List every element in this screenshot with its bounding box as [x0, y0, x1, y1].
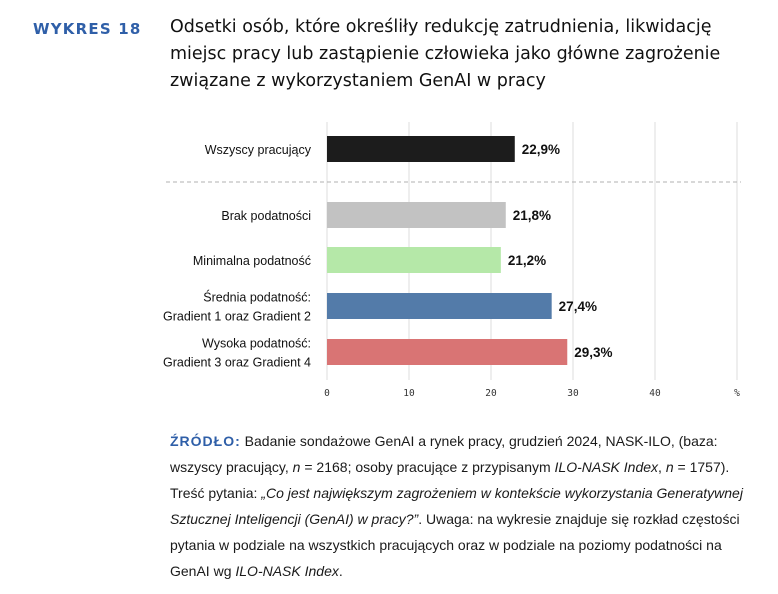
x-tick-label: 40 — [649, 388, 661, 399]
source-index-2: ILO-NASK Index — [235, 563, 339, 579]
source-n1-rest: = 2168; osoby pracujące z przypisanym — [300, 459, 555, 475]
bar-value-label: 22,9% — [522, 142, 560, 157]
source-index-1: ILO-NASK Index — [554, 459, 659, 475]
category-label-line: Minimalna podatność — [193, 254, 311, 268]
x-tick-label: 20 — [485, 388, 497, 399]
category-label-line: Wysoka podatność: — [202, 337, 311, 351]
bar-chart: 22,9% Wszyscy pracujący 21,8% Brak podatnoś… — [163, 122, 741, 399]
source-label: ŹRÓDŁO: — [170, 433, 241, 449]
source-end: . — [338, 563, 343, 579]
category-label: Brak podatności — [221, 209, 311, 223]
bar — [327, 136, 515, 162]
figure-title: Odsetki osób, które określiły redukcję z… — [170, 17, 721, 91]
bar-value-label: 21,8% — [513, 208, 551, 223]
source-note-text: . Uwaga: na wykresie znajduje się rozkła… — [170, 511, 740, 579]
x-tick-label: 0 — [324, 388, 330, 399]
category-label: Wysoka podatność: Gradient 3 oraz Gradien… — [163, 337, 311, 370]
bar-value-label: 27,4% — [559, 299, 597, 314]
bar — [327, 339, 568, 365]
source-question: „Co jest największym zagrożeniem w konte… — [170, 485, 743, 527]
figure-label: WYKRES 18 — [33, 20, 142, 38]
source-line1: Badanie sondażowe GenAI a rynek pracy, g… — [170, 433, 718, 475]
category-label: Wszyscy pracujący — [205, 143, 312, 157]
x-tick-label: 30 — [567, 388, 579, 399]
bar — [327, 202, 506, 228]
category-label-line: Gradient 1 oraz Gradient 2 — [163, 310, 311, 324]
x-unit-label: % — [734, 388, 740, 399]
category-label-line: Średnia podatność: — [203, 290, 311, 305]
source-comma: , — [658, 459, 666, 475]
source-n1-var: n — [292, 459, 301, 475]
category-label: Minimalna podatność — [193, 254, 311, 268]
bar-value-label: 21,2% — [508, 253, 546, 268]
x-tick-label: 10 — [403, 388, 415, 399]
source-note: ŹRÓDŁO: Badanie sondażowe GenAI a rynek … — [170, 428, 746, 584]
source-n2-var: n — [665, 459, 674, 475]
category-label-line: Wszyscy pracujący — [205, 143, 312, 157]
bar-value-label: 29,3% — [574, 345, 612, 360]
source-n2-rest: = 1757). — [673, 459, 730, 475]
bar — [327, 247, 501, 273]
category-label: Średnia podatność: Gradient 1 oraz Gradie… — [163, 290, 311, 324]
category-label-line: Gradient 3 oraz Gradient 4 — [163, 356, 311, 370]
source-question-prefix: Treść pytania: — [170, 485, 262, 501]
bar — [327, 293, 552, 319]
category-label-line: Brak podatności — [221, 209, 311, 223]
